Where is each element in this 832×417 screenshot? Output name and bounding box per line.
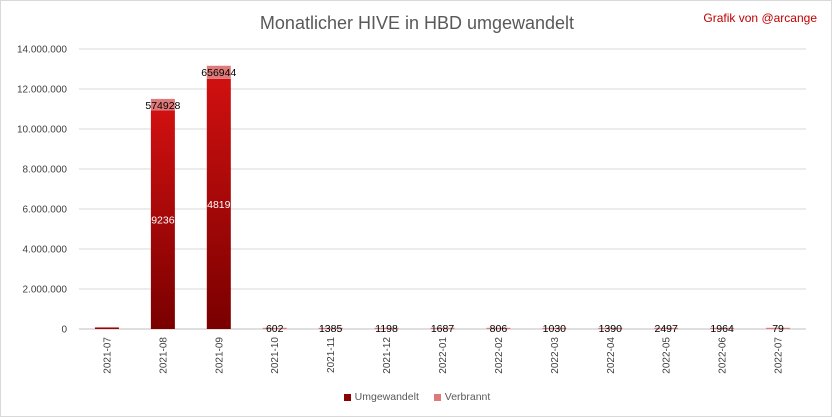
y-tick-label: 4.000.000 bbox=[23, 245, 68, 256]
bar-burned bbox=[654, 327, 679, 329]
x-tick-label: 2022-04 bbox=[606, 337, 617, 374]
bar-burned bbox=[542, 327, 567, 329]
x-tick-label: 2022-02 bbox=[494, 337, 505, 374]
bar-converted bbox=[206, 78, 231, 329]
x-tick-label: 2021-11 bbox=[326, 337, 337, 373]
bar-burned bbox=[318, 327, 343, 329]
bars bbox=[94, 65, 791, 329]
data-label-burned: 1964 bbox=[710, 323, 734, 335]
x-tick-label: 2021-10 bbox=[270, 337, 281, 374]
legend-label-burned: Verbrannt bbox=[444, 391, 491, 403]
bar-burned bbox=[262, 327, 287, 329]
bar-burned bbox=[598, 327, 623, 329]
bar-burned bbox=[430, 327, 455, 329]
data-label-burned: 1687 bbox=[431, 323, 455, 335]
data-label-converted: 4819 bbox=[207, 199, 231, 211]
y-tick-label: 10.000.000 bbox=[17, 125, 67, 136]
data-label-converted: 9236 bbox=[151, 215, 175, 227]
legend-label-converted: Umgewandelt bbox=[354, 391, 419, 403]
chart-title: Monatlicher HIVE in HBD umgewandelt bbox=[259, 13, 575, 33]
bar-converted bbox=[150, 110, 175, 329]
y-tick-label: 14.000.000 bbox=[17, 45, 67, 56]
bar-burned bbox=[766, 327, 791, 329]
bar-burned bbox=[710, 327, 735, 329]
data-label-burned: 1198 bbox=[375, 323, 398, 335]
data-label-burned: 656944 bbox=[201, 67, 236, 79]
x-tick-label: 2022-06 bbox=[718, 337, 729, 374]
legend-item-converted: Umgewandelt bbox=[343, 391, 419, 403]
legend-item-burned: Verbrannt bbox=[433, 391, 491, 403]
y-tick-label: 6.000.000 bbox=[23, 205, 68, 216]
data-label-burned: 1385 bbox=[319, 323, 343, 335]
x-tick-label: 2022-07 bbox=[774, 337, 785, 374]
y-tick-label: 0 bbox=[61, 325, 67, 336]
y-tick-label: 8.000.000 bbox=[23, 165, 68, 176]
data-labels: 574928 9236 656944 4819 602 1385 1198 1687 806 10… bbox=[145, 67, 784, 335]
legend: Umgewandelt Verbrannt bbox=[1, 391, 832, 404]
x-tick-label: 2022-05 bbox=[662, 337, 673, 374]
x-tick-label: 2021-12 bbox=[382, 337, 393, 374]
y-axis-ticks: 0 2.000.000 4.000.000 6.000.000 8.000.000 10.… bbox=[17, 45, 68, 336]
x-tick-label: 2021-07 bbox=[102, 337, 113, 374]
x-tick-label: 2021-09 bbox=[214, 337, 225, 374]
bar-converted bbox=[94, 327, 119, 329]
x-tick-label: 2021-08 bbox=[158, 337, 169, 374]
data-label-burned: 2497 bbox=[655, 323, 679, 335]
y-tick-label: 2.000.000 bbox=[23, 285, 68, 296]
x-axis-ticks: 2021-07 2021-08 2021-09 2021-10 2021-11 2021-… bbox=[102, 337, 784, 374]
bar-burned bbox=[150, 98, 175, 111]
chart-credit: Grafik von @arcange bbox=[703, 11, 817, 25]
data-label-burned: 1030 bbox=[543, 323, 567, 335]
data-label-burned: 79 bbox=[772, 323, 784, 335]
legend-swatch-converted bbox=[343, 393, 351, 401]
bar-burned bbox=[486, 327, 511, 329]
x-tick-label: 2022-01 bbox=[438, 337, 449, 374]
bar-burned bbox=[206, 65, 231, 79]
data-label-burned: 806 bbox=[490, 323, 508, 335]
data-label-burned: 574928 bbox=[145, 100, 180, 112]
data-label-burned: 1390 bbox=[599, 323, 623, 335]
grid-lines bbox=[79, 48, 806, 330]
bar-burned bbox=[374, 327, 399, 329]
x-tick-label: 2022-03 bbox=[550, 337, 561, 374]
data-label-burned: 602 bbox=[266, 323, 284, 335]
y-tick-label: 12.000.000 bbox=[17, 85, 67, 96]
legend-swatch-burned bbox=[433, 393, 441, 401]
